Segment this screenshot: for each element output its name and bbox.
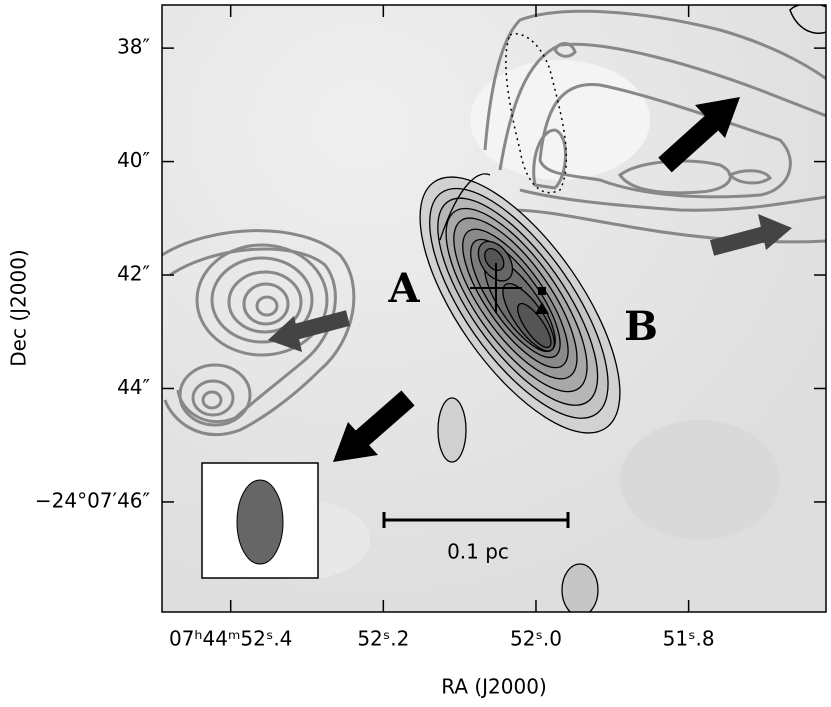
x-tick-label: 52ˢ.2 bbox=[357, 627, 409, 651]
x-tick-label: 07ʰ44ᵐ52ˢ.4 bbox=[169, 627, 292, 651]
y-tick-label: 40″ bbox=[117, 148, 150, 172]
y-tick-label: −24°07′46″ bbox=[35, 488, 150, 512]
x-tick-label: 51ˢ.8 bbox=[663, 627, 715, 651]
source-label: A bbox=[387, 265, 420, 312]
y-tick-label: 38″ bbox=[117, 35, 150, 59]
map-image bbox=[162, 5, 826, 612]
plot-frame bbox=[161, 4, 827, 613]
arrow bbox=[268, 97, 792, 462]
y-tick-label: 44″ bbox=[117, 375, 150, 399]
x-axis-label: RA (J2000) bbox=[441, 675, 547, 699]
source-label: B bbox=[624, 303, 658, 350]
scale-label: 0.1 pc bbox=[447, 540, 509, 564]
y-axis-label: Dec (J2000) bbox=[7, 249, 31, 366]
x-tick-label: 52ˢ.0 bbox=[510, 627, 562, 651]
y-tick-label: 42″ bbox=[117, 262, 150, 286]
